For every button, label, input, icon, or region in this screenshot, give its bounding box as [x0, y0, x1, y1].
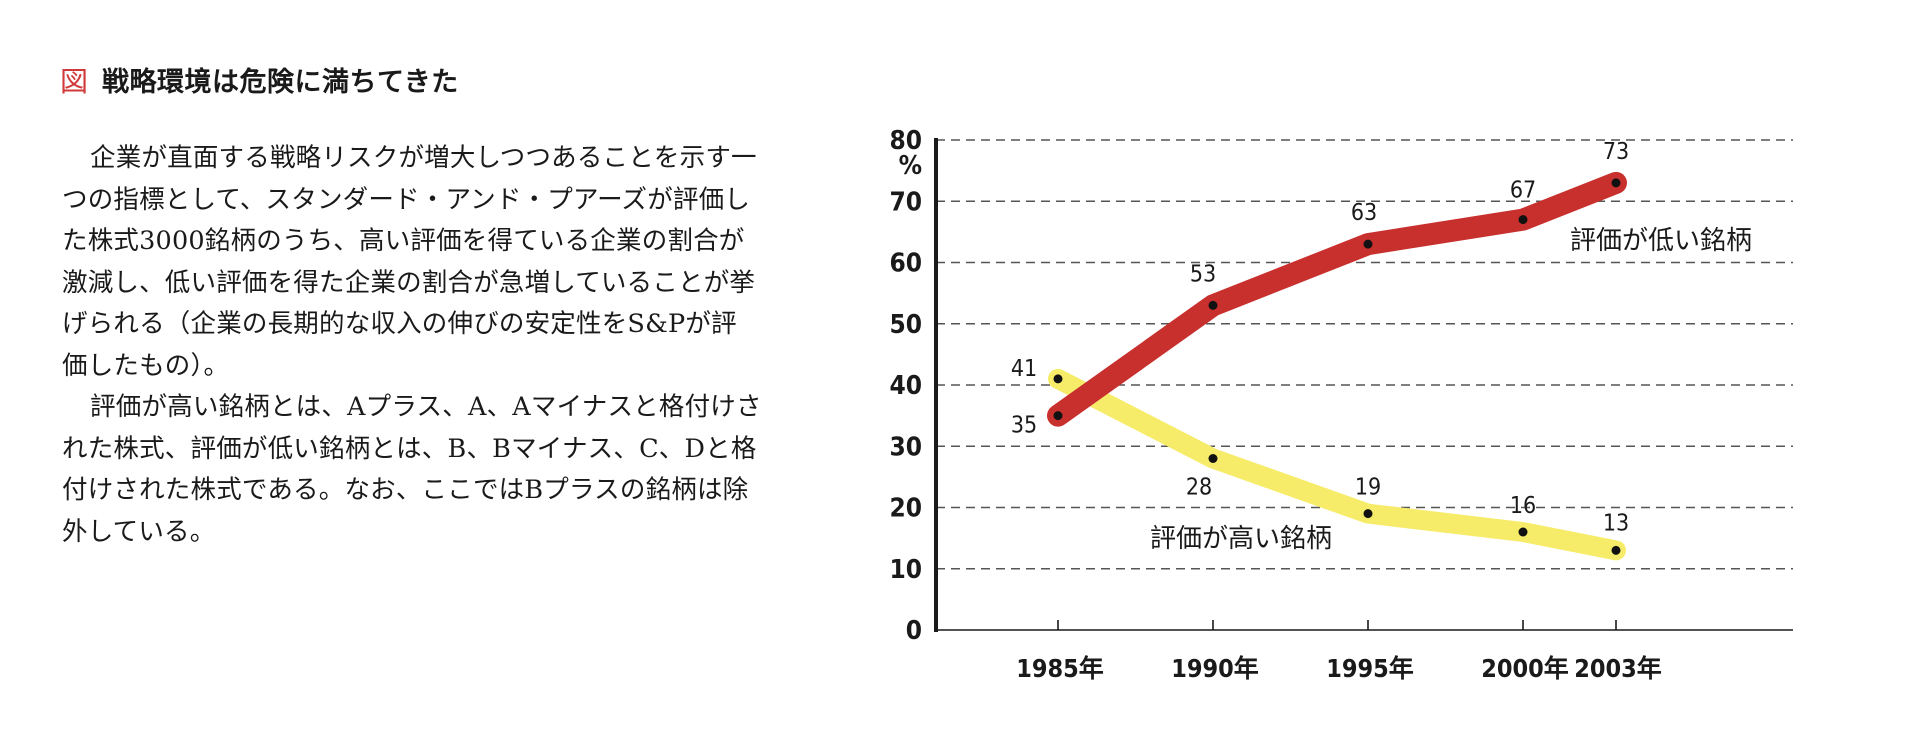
body-paragraph-1: 企業が直面する戦略リスクが増大しつつあることを示す一つの指標として、スタンダード…	[62, 143, 757, 381]
y-unit-label: %	[899, 151, 922, 181]
figure-title: 戦略環境は危険に満ちてきた	[102, 66, 459, 98]
data-point	[1053, 374, 1063, 384]
data-point	[1611, 545, 1621, 555]
y-tick-label: 0	[906, 616, 922, 646]
series-label-low-rated: 評価が低い銘柄	[1570, 226, 1752, 256]
data-label: 35	[1011, 413, 1037, 439]
data-label: 63	[1351, 200, 1377, 226]
y-tick-label: 50	[889, 310, 922, 340]
data-label: 41	[1011, 356, 1037, 382]
data-label: 16	[1510, 493, 1536, 519]
body-text: 企業が直面する戦略リスクが増大しつつあることを示す一つの指標として、スタンダード…	[62, 138, 762, 553]
x-tick-label: 1985年	[1016, 654, 1104, 683]
y-tick-label: 10	[889, 555, 922, 585]
data-point	[1053, 411, 1063, 421]
data-label: 28	[1186, 475, 1212, 501]
data-point	[1611, 178, 1621, 188]
data-label: 73	[1603, 139, 1629, 165]
y-tick-label: 20	[889, 494, 922, 524]
data-point	[1363, 239, 1373, 249]
x-tick-label: 1990年	[1171, 654, 1259, 683]
data-point	[1363, 509, 1373, 519]
data-label: 53	[1190, 261, 1216, 287]
body-paragraph-2: 評価が高い銘柄とは、Aプラス、A、Aマイナスと格付けされた株式、評価が低い銘柄と…	[62, 392, 762, 547]
x-tick-label: 2000年	[1481, 654, 1569, 683]
x-tick-label: 2003年	[1574, 654, 1662, 683]
data-label: 13	[1603, 510, 1629, 536]
y-tick-label: 70	[889, 187, 922, 217]
series-line-low-rated	[1047, 171, 1627, 427]
figure-mark: 図	[60, 65, 89, 98]
data-point	[1518, 215, 1528, 225]
x-tick-label: 1995年	[1326, 654, 1414, 683]
y-tick-label: 80	[889, 126, 922, 156]
data-point	[1518, 527, 1528, 537]
y-tick-label: 60	[889, 249, 922, 279]
y-tick-label: 40	[889, 371, 922, 401]
figure-header: 図 戦略環境は危険に満ちてきた	[60, 62, 459, 102]
data-point	[1208, 454, 1218, 463]
y-tick-label: 30	[889, 432, 922, 462]
series-line-high-rated	[1048, 368, 1626, 561]
series-label-high-rated: 評価が高い銘柄	[1150, 524, 1332, 554]
data-point	[1208, 300, 1218, 310]
data-label: 67	[1510, 178, 1536, 204]
data-label: 19	[1355, 475, 1381, 501]
